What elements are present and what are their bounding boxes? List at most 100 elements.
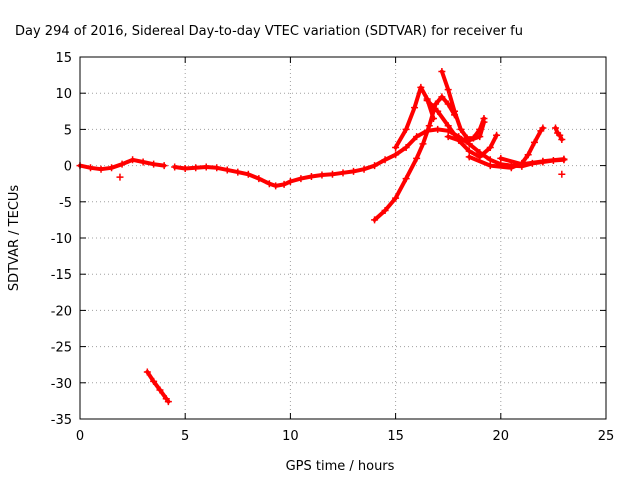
grid-lines xyxy=(80,57,606,419)
series-trace xyxy=(467,126,545,170)
series-trace xyxy=(145,369,171,404)
y-axis-ticks: 15 10 5 0 -5 -10 -15 -20 -25 -30 -35 xyxy=(51,51,606,428)
data-point-marker xyxy=(438,67,446,75)
data-point-marker xyxy=(476,133,484,141)
x-tick-label: 15 xyxy=(387,429,404,444)
y-tick-label: -25 xyxy=(51,341,72,356)
data-point-marker xyxy=(423,96,431,104)
data-point-marker xyxy=(160,162,168,170)
data-point-marker xyxy=(156,386,164,394)
series-trace xyxy=(439,69,486,141)
data-point-marker xyxy=(307,172,315,180)
data-point-marker xyxy=(371,162,379,170)
data-point-marker xyxy=(411,104,419,112)
data-point-marker xyxy=(429,115,437,123)
y-tick-label: -5 xyxy=(59,196,72,211)
data-series-group xyxy=(76,67,568,406)
data-point-marker xyxy=(497,154,505,162)
series-trace xyxy=(498,156,566,167)
series-trace xyxy=(553,126,564,142)
data-point-marker xyxy=(297,175,305,183)
x-tick-label: 25 xyxy=(598,429,615,444)
data-point-marker xyxy=(560,155,568,163)
data-point-marker xyxy=(419,140,427,148)
data-point-marker xyxy=(480,118,488,126)
chart-title: Day 294 of 2016, Sidereal Day-to-day VTE… xyxy=(15,24,523,39)
y-tick-label: 10 xyxy=(55,87,72,102)
y-tick-label: 5 xyxy=(64,123,72,138)
data-point-marker xyxy=(413,133,421,141)
y-tick-label: 0 xyxy=(64,160,72,175)
outlier-points xyxy=(116,170,566,181)
data-point-marker xyxy=(150,160,158,168)
data-point-marker xyxy=(286,178,294,186)
data-point-marker xyxy=(381,156,389,164)
data-point-marker xyxy=(493,131,501,139)
data-point-marker xyxy=(255,175,263,183)
data-point-marker xyxy=(455,136,463,144)
data-point-marker xyxy=(223,166,231,174)
data-point-marker xyxy=(392,144,400,151)
data-point-marker xyxy=(425,122,433,130)
data-point-marker xyxy=(438,93,446,101)
data-point-marker xyxy=(129,156,137,164)
data-point-marker xyxy=(272,182,280,190)
data-point-marker xyxy=(465,153,473,161)
data-point-marker xyxy=(181,164,189,172)
data-point-marker xyxy=(87,164,95,172)
data-point-marker xyxy=(328,170,336,178)
data-point-marker xyxy=(524,151,532,159)
data-point-marker xyxy=(392,194,400,202)
data-series-arc-7 xyxy=(444,118,488,144)
data-point-marker xyxy=(486,162,494,170)
data-series-arc-10 xyxy=(497,154,568,168)
data-point-marker xyxy=(558,136,566,144)
data-point-marker xyxy=(234,168,242,176)
data-point-marker xyxy=(539,124,547,132)
x-axis-label: GPS time / hours xyxy=(286,459,395,474)
x-tick-label: 20 xyxy=(493,429,510,444)
data-point-marker xyxy=(402,125,410,133)
y-tick-label: -30 xyxy=(51,377,72,392)
plot-frame xyxy=(79,56,607,420)
x-axis-ticks: 0 5 10 15 20 25 xyxy=(76,57,614,444)
data-point-marker xyxy=(192,164,200,172)
data-point-marker xyxy=(402,144,410,151)
data-point-marker xyxy=(402,175,410,183)
data-point-marker xyxy=(244,170,252,178)
data-series-arc-8 xyxy=(465,124,547,172)
data-point-marker xyxy=(202,163,210,171)
y-tick-label: -10 xyxy=(51,232,72,247)
data-point-marker xyxy=(150,377,158,385)
data-point-marker xyxy=(451,107,459,115)
data-series-arc-1 xyxy=(76,156,168,173)
data-point-marker xyxy=(280,180,288,188)
x-tick-label: 10 xyxy=(282,429,299,444)
data-point-marker xyxy=(392,151,400,159)
x-tick-label: 5 xyxy=(181,429,189,444)
data-series-arc-2 xyxy=(171,125,568,190)
data-series-arc-11 xyxy=(143,368,172,406)
data-point-marker xyxy=(518,160,526,168)
y-tick-label: -35 xyxy=(51,413,72,428)
series-trace xyxy=(425,98,499,159)
data-point-marker xyxy=(444,122,452,130)
data-point-marker xyxy=(444,133,452,141)
data-point-marker xyxy=(434,125,442,133)
data-point-marker xyxy=(318,171,326,179)
data-point-marker xyxy=(507,164,515,172)
data-point-marker xyxy=(360,165,368,173)
data-point-marker xyxy=(558,170,566,178)
data-point-marker xyxy=(265,180,273,188)
data-point-marker xyxy=(413,154,421,162)
data-point-marker xyxy=(143,368,151,376)
data-point-marker xyxy=(139,158,147,166)
data-point-marker xyxy=(556,131,564,139)
data-point-marker xyxy=(350,167,358,175)
data-point-marker xyxy=(530,138,538,146)
data-point-marker xyxy=(339,169,347,177)
data-point-marker xyxy=(486,144,494,151)
data-point-marker xyxy=(171,163,179,171)
data-point-marker xyxy=(539,157,547,165)
